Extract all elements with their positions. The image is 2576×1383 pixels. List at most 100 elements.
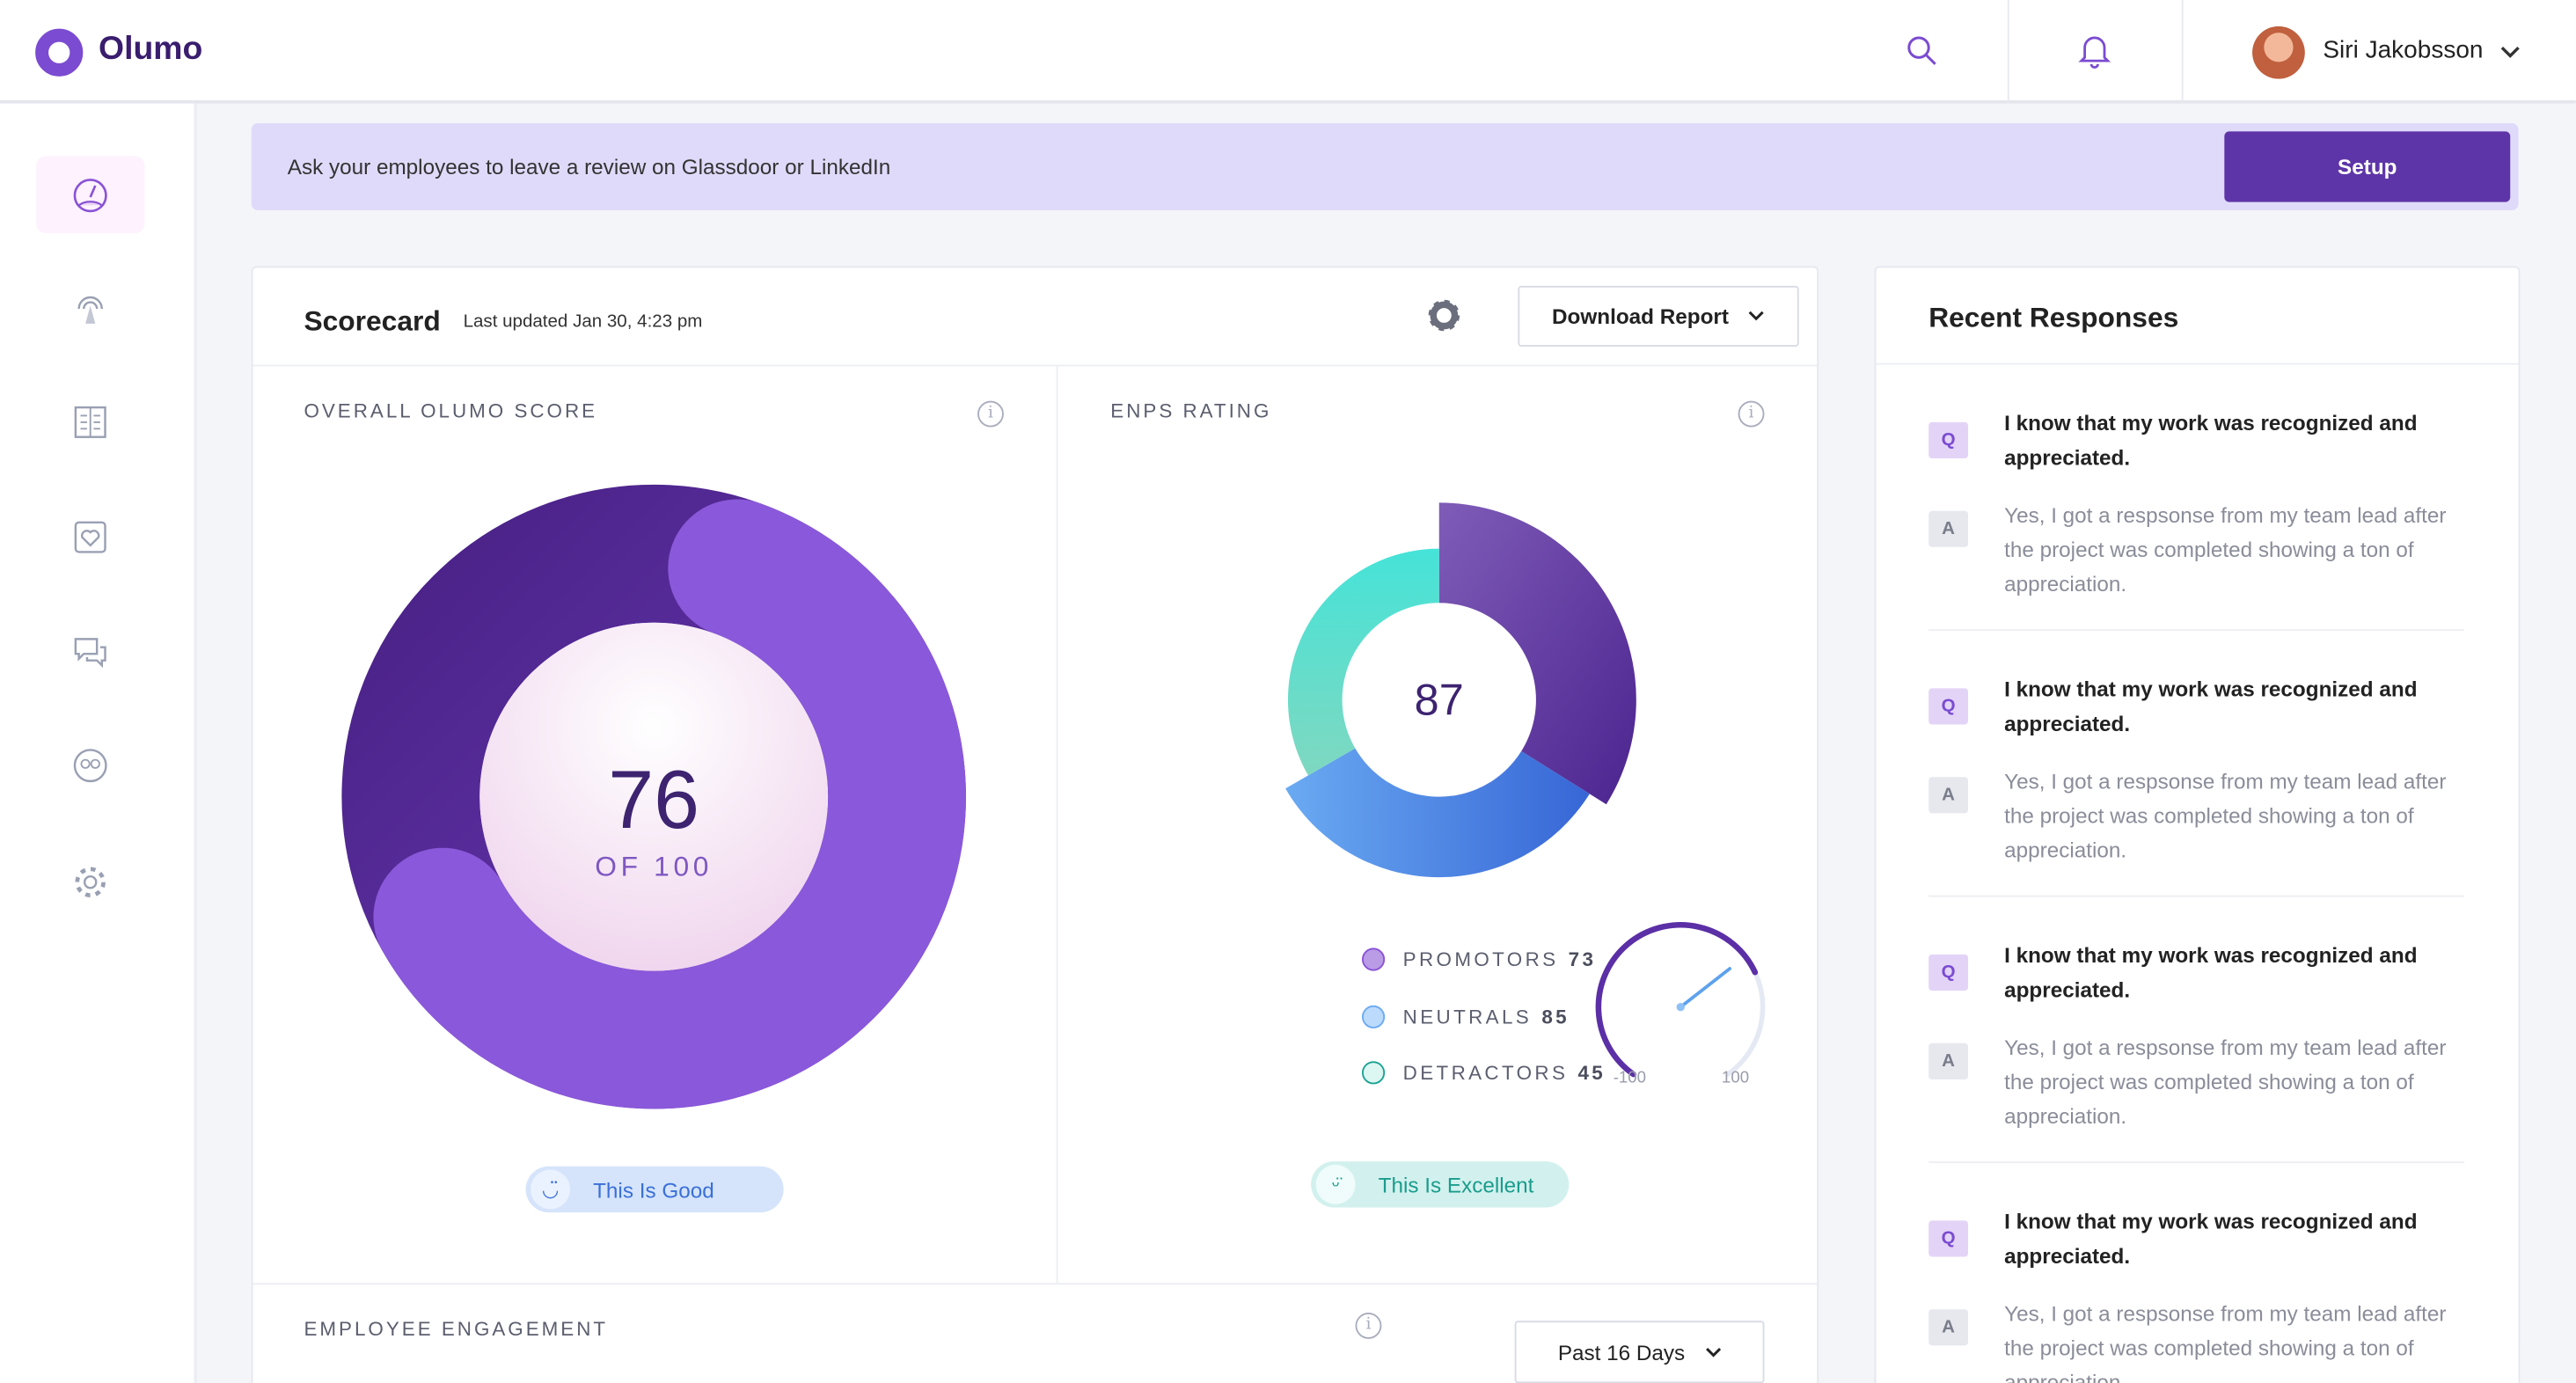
legend-label: NEUTRALS <box>1402 1005 1533 1028</box>
legend-dot <box>1361 1061 1386 1085</box>
sidebar-item-people[interactable] <box>36 726 144 803</box>
gauge-value-arc <box>1595 922 1759 1078</box>
book-icon <box>74 405 106 437</box>
question-text: I know that my work was recognized and a… <box>2004 1209 2418 1269</box>
answer-badge: A <box>1928 777 1969 814</box>
recent-responses-title: Recent Responses <box>1928 302 2179 334</box>
badge-label: This Is Excellent <box>1378 1172 1534 1197</box>
info-icon[interactable]: i <box>977 400 1004 428</box>
scorecard-title: Scorecard <box>304 305 441 337</box>
answer-badge: A <box>1928 510 1969 547</box>
setup-button[interactable]: Setup <box>2224 131 2511 202</box>
legend-value: 45 <box>1577 1061 1606 1085</box>
question-badge: Q <box>1928 1220 1969 1257</box>
legend-value: 85 <box>1541 1005 1570 1028</box>
employee-engagement-label: EMPLOYEE ENGAGEMENT <box>304 1317 609 1341</box>
overall-score-donut <box>341 484 966 1109</box>
answer-text: Yes, I got a respsonse from my team lead… <box>2004 502 2447 596</box>
enps-donut <box>1285 502 1636 878</box>
divider <box>1876 362 2519 365</box>
gauge-min-label: -100 <box>1613 1069 1647 1088</box>
sidebar-item-heart[interactable] <box>36 498 144 575</box>
legend-label: DETRACTORS <box>1402 1061 1569 1085</box>
legend-detractors: DETRACTORS 45 <box>1361 1061 1606 1085</box>
divider <box>252 1283 1818 1285</box>
user-avatar[interactable] <box>2252 26 2305 79</box>
legend-value: 73 <box>1568 948 1597 971</box>
download-report-label: Download Report <box>1552 304 1729 329</box>
answer-badge: A <box>1928 1309 1969 1346</box>
status-badge-good: ◡̈ This Is Good <box>525 1166 784 1213</box>
question-text: I know that my work was recognized and a… <box>2004 677 2418 736</box>
top-header: Olumo Siri Jakobsson <box>0 0 2576 104</box>
divider <box>2181 0 2184 104</box>
gauge-max-label: 100 <box>1721 1069 1750 1088</box>
legend-label: PROMOTORS <box>1402 948 1559 971</box>
badge-label: This Is Good <box>593 1176 714 1202</box>
settings-icon <box>75 866 106 897</box>
sidebar-item-dashboard[interactable] <box>36 156 145 234</box>
happy-face-icon: ᵕ̈ <box>1315 1164 1356 1204</box>
status-badge-excellent: ᵕ̈ This Is Excellent <box>1311 1161 1570 1208</box>
last-updated: Last updated Jan 30, 4:23 pm <box>463 311 703 333</box>
broadcast-icon <box>77 295 103 323</box>
olumo-logo-icon <box>35 28 84 77</box>
recent-responses-card: Recent Responses Q I know that my work w… <box>1874 266 2521 1383</box>
sidebar-item-book[interactable] <box>36 383 144 460</box>
banner-text: Ask your employees to leave a review on … <box>287 154 891 179</box>
enps-center <box>1342 603 1536 797</box>
chevron-down-icon[interactable] <box>2500 46 2520 59</box>
segment-promotors <box>1438 502 1636 805</box>
date-range-dropdown[interactable]: Past 16 Days <box>1514 1321 1765 1383</box>
bell-icon[interactable] <box>2078 33 2111 69</box>
sidebar-item-chat[interactable] <box>36 613 144 691</box>
gear-icon[interactable] <box>1426 297 1462 333</box>
scorecard-card: Scorecard Last updated Jan 30, 4:23 pm D… <box>251 266 1819 1383</box>
answer-text: Yes, I got a respsonse from my team lead… <box>2004 1300 2447 1383</box>
gauge-needle <box>1679 967 1732 1009</box>
overall-score-of: OF 100 <box>595 851 714 882</box>
divider <box>1928 629 2464 632</box>
answer-text: Yes, I got a respsonse from my team lead… <box>2004 1035 2447 1129</box>
sidebar <box>0 103 198 1383</box>
sidebar-item-settings[interactable] <box>36 843 144 920</box>
info-icon[interactable]: i <box>1355 1312 1382 1339</box>
enps-label: ENPS RATING <box>1110 399 1272 422</box>
response-item[interactable]: Q I know that my work was recognized and… <box>1928 406 2464 652</box>
donut-score-arc <box>373 499 966 1109</box>
legend-neutrals: NEUTRALS 85 <box>1361 1005 1570 1028</box>
response-item[interactable]: Q I know that my work was recognized and… <box>1928 1204 2464 1383</box>
search-icon[interactable] <box>1906 34 1938 67</box>
question-badge: Q <box>1928 688 1969 725</box>
divider <box>252 364 1818 367</box>
chat-icon <box>74 637 106 668</box>
enps-gauge <box>1595 922 1766 1078</box>
sidebar-item-broadcast[interactable] <box>36 267 144 345</box>
divider <box>1928 1161 2464 1164</box>
question-text: I know that my work was recognized and a… <box>2004 410 2418 471</box>
date-range-label: Past 16 Days <box>1557 1339 1686 1365</box>
user-name[interactable]: Siri Jakobsson <box>2323 36 2484 64</box>
info-icon[interactable]: i <box>1738 400 1765 428</box>
legend-dot <box>1361 1005 1386 1028</box>
response-item[interactable]: Q I know that my work was recognized and… <box>1928 938 2464 1184</box>
segment-neutrals <box>1285 744 1590 878</box>
response-item[interactable]: Q I know that my work was recognized and… <box>1928 672 2464 918</box>
enps-score-value: 87 <box>1414 675 1464 725</box>
divider <box>2007 0 2009 104</box>
app-logo-text[interactable]: Olumo <box>99 31 203 68</box>
divider <box>1928 895 2464 897</box>
segment-detractors <box>1287 548 1439 776</box>
donut-center <box>479 622 829 971</box>
question-text: I know that my work was recognized and a… <box>2004 942 2418 1003</box>
review-banner: Ask your employees to leave a review on … <box>251 123 2519 211</box>
overall-score-label: OVERALL OLUMO SCORE <box>304 399 598 422</box>
smile-icon: ◡̈ <box>531 1169 570 1210</box>
chevron-down-icon <box>1749 311 1765 321</box>
chevron-down-icon <box>1705 1347 1721 1357</box>
question-badge: Q <box>1928 954 1969 991</box>
dashboard-gauge-icon <box>73 178 107 212</box>
legend-dot <box>1361 948 1386 971</box>
download-report-dropdown[interactable]: Download Report <box>1518 285 1799 348</box>
divider <box>1056 366 1058 1284</box>
